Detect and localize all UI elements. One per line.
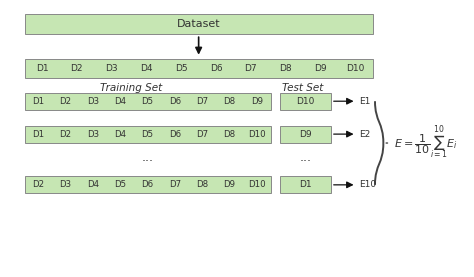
Text: D2: D2 — [60, 97, 72, 106]
Text: ...: ... — [142, 151, 154, 164]
Text: D4: D4 — [140, 64, 153, 73]
Text: E10: E10 — [359, 180, 376, 189]
Text: ...: ... — [300, 151, 311, 164]
Text: D6: D6 — [210, 64, 222, 73]
Text: Test Set: Test Set — [283, 83, 324, 93]
Text: D5: D5 — [142, 97, 154, 106]
Text: D10: D10 — [296, 97, 315, 106]
FancyBboxPatch shape — [280, 93, 331, 110]
Text: D3: D3 — [60, 180, 72, 189]
Text: D7: D7 — [196, 130, 208, 138]
Text: D10: D10 — [346, 64, 365, 73]
Text: D7: D7 — [196, 97, 208, 106]
Text: D8: D8 — [224, 97, 236, 106]
Text: D6: D6 — [169, 130, 181, 138]
FancyBboxPatch shape — [25, 93, 271, 110]
FancyBboxPatch shape — [25, 125, 271, 143]
Text: Dataset: Dataset — [177, 19, 220, 29]
Text: D3: D3 — [87, 130, 99, 138]
Text: D1: D1 — [36, 64, 48, 73]
Text: D5: D5 — [114, 180, 126, 189]
FancyBboxPatch shape — [280, 176, 331, 193]
Text: D9: D9 — [314, 64, 327, 73]
Text: D4: D4 — [87, 180, 99, 189]
Text: D2: D2 — [60, 130, 72, 138]
Text: D2: D2 — [71, 64, 83, 73]
Text: D1: D1 — [299, 180, 312, 189]
Text: Training Set: Training Set — [100, 83, 163, 93]
Text: D2: D2 — [32, 180, 45, 189]
Text: D8: D8 — [196, 180, 208, 189]
Text: D10: D10 — [248, 130, 266, 138]
Text: D9: D9 — [299, 130, 312, 138]
Text: D7: D7 — [169, 180, 181, 189]
FancyBboxPatch shape — [25, 59, 373, 78]
Text: D4: D4 — [114, 130, 126, 138]
Text: D3: D3 — [87, 97, 99, 106]
Text: D6: D6 — [169, 97, 181, 106]
Text: D9: D9 — [224, 180, 236, 189]
FancyBboxPatch shape — [25, 176, 271, 193]
Text: D6: D6 — [142, 180, 154, 189]
Text: $E=\dfrac{1}{10}\sum_{i=1}^{10}E_i$: $E=\dfrac{1}{10}\sum_{i=1}^{10}E_i$ — [393, 124, 457, 161]
Text: D3: D3 — [105, 64, 118, 73]
Text: D10: D10 — [248, 180, 266, 189]
Text: D8: D8 — [279, 64, 292, 73]
Text: D1: D1 — [32, 97, 45, 106]
FancyBboxPatch shape — [280, 125, 331, 143]
Text: E2: E2 — [359, 130, 370, 138]
Text: D8: D8 — [224, 130, 236, 138]
FancyBboxPatch shape — [25, 14, 373, 34]
Text: D5: D5 — [175, 64, 188, 73]
Text: D5: D5 — [142, 130, 154, 138]
Text: D1: D1 — [32, 130, 45, 138]
Text: D9: D9 — [251, 97, 263, 106]
Text: D7: D7 — [245, 64, 257, 73]
Text: E1: E1 — [359, 97, 370, 106]
Text: D4: D4 — [114, 97, 126, 106]
